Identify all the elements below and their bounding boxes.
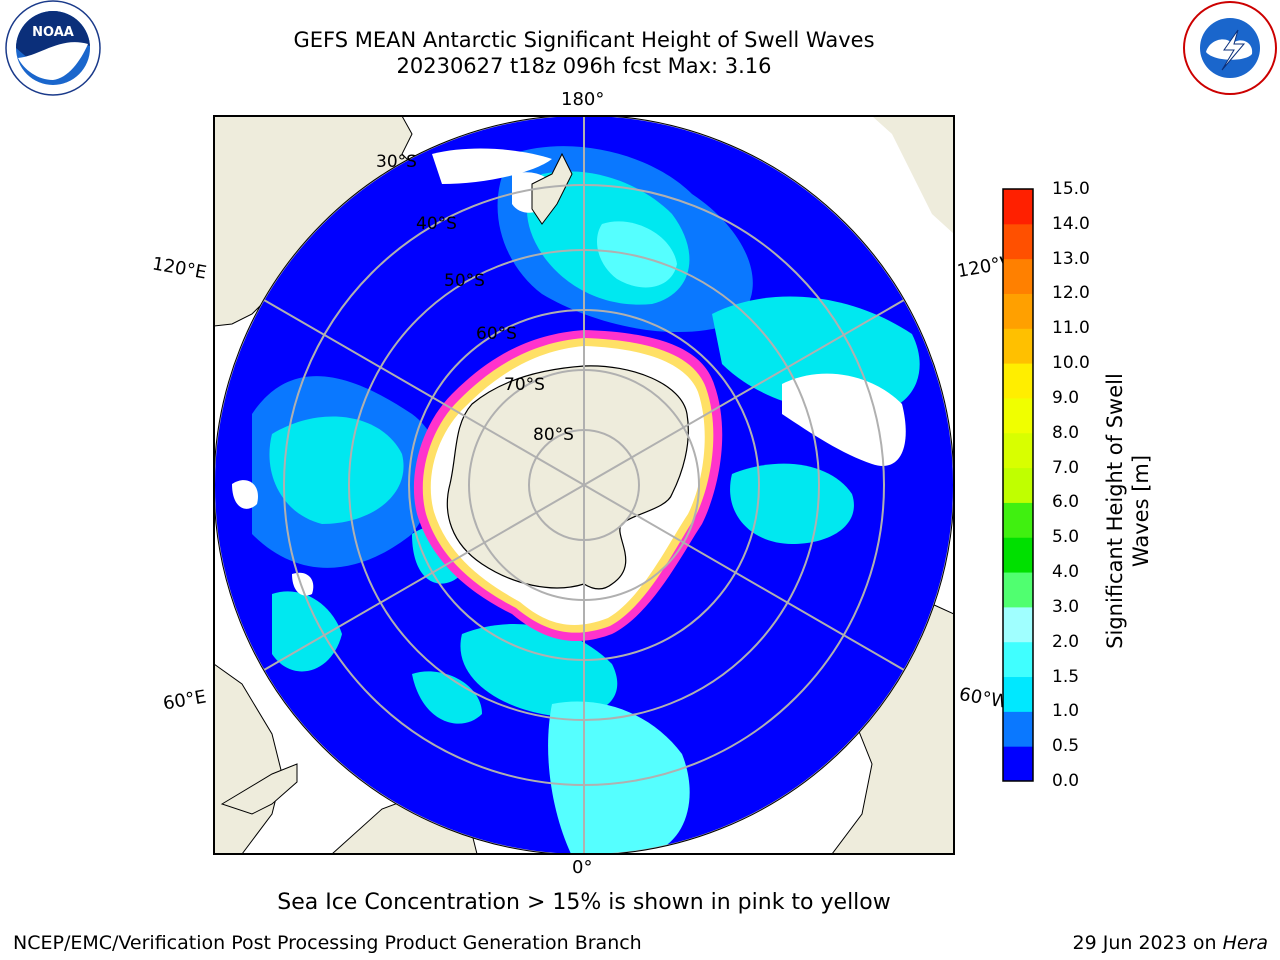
colorbar <box>1002 188 1034 782</box>
colorbar-tick-label: 8.0 <box>1052 422 1080 443</box>
lat-label-50s: 50°S <box>444 271 485 291</box>
footer-host: Hera <box>1222 932 1268 954</box>
colorbar-title: Significant Height of Swell Waves [m] <box>1103 373 1153 649</box>
colorbar-tick-label: 2.0 <box>1052 631 1080 652</box>
lat-label-30s: 30°S <box>376 152 417 172</box>
colorbar-tick-label: 13.0 <box>1052 248 1090 269</box>
colorbar-segment <box>1003 606 1033 643</box>
colorbar-tick-label: 0.0 <box>1052 771 1080 791</box>
colorbar-segment <box>1003 293 1033 329</box>
colorbar-tick-label: 4.0 <box>1052 562 1080 583</box>
colorbar-tick-label: 3.0 <box>1052 596 1080 617</box>
colorbar-segment <box>1003 432 1033 469</box>
colorbar-tick-label: 15.0 <box>1052 179 1090 199</box>
colorbar-segment <box>1003 641 1033 678</box>
colorbar-segment <box>1003 502 1033 538</box>
colorbar-segment <box>1003 363 1033 399</box>
lon-label-60e: 60°E <box>161 686 208 715</box>
footer-date: 29 Jun 2023 on Hera <box>1073 932 1269 954</box>
polar-map <box>213 115 955 855</box>
colorbar-tick-label: 1.5 <box>1052 666 1080 687</box>
lat-label-70s: 70°S <box>504 375 545 395</box>
lat-label-40s: 40°S <box>416 214 457 234</box>
colorbar-segment <box>1003 746 1033 782</box>
colorbar-segment <box>1003 223 1033 260</box>
colorbar-tick-label: 11.0 <box>1052 318 1090 339</box>
colorbar-segment <box>1003 397 1033 434</box>
colorbar-segment <box>1003 537 1033 573</box>
colorbar-segment <box>1003 676 1033 712</box>
colorbar-segment <box>1003 711 1033 747</box>
chart-subtitle-info: 20230627 t18z 096h fcst Max: 3.16 <box>396 54 772 78</box>
colorbar-segment <box>1003 572 1033 608</box>
lat-label-80s: 80°S <box>533 425 574 445</box>
footer-date-text: 29 Jun 2023 on <box>1072 932 1217 954</box>
sea-ice-note: Sea Ice Concentration > 15% is shown in … <box>277 890 891 915</box>
noaa-text: NOAA <box>32 25 74 40</box>
colorbar-tick-label: 7.0 <box>1052 457 1080 478</box>
colorbar-tick-label: 5.0 <box>1052 527 1080 548</box>
colorbar-tick-label: 0.5 <box>1052 736 1080 757</box>
noaa-logo: NOAA <box>5 0 101 96</box>
colorbar-tick-label: 1.0 <box>1052 701 1080 722</box>
lon-label-120e: 120°E <box>150 253 209 284</box>
colorbar-tick-label: 10.0 <box>1052 353 1090 374</box>
chart-title: GEFS MEAN Antarctic Significant Height o… <box>293 28 875 52</box>
lat-label-60s: 60°S <box>476 324 517 344</box>
nws-logo <box>1183 1 1277 95</box>
colorbar-segment <box>1003 328 1033 364</box>
graticule <box>214 116 954 854</box>
colorbar-tick-label: 12.0 <box>1052 283 1090 304</box>
antarctica <box>446 365 689 590</box>
colorbar-segment <box>1003 258 1033 294</box>
footer-branch: NCEP/EMC/Verification Post Processing Pr… <box>13 932 642 954</box>
colorbar-segment <box>1003 467 1033 503</box>
lon-label-0: 0° <box>572 857 593 878</box>
colorbar-tick-label: 6.0 <box>1052 492 1080 513</box>
colorbar-segment <box>1003 189 1033 225</box>
colorbar-tick-label: 14.0 <box>1052 213 1090 234</box>
map-frame <box>213 115 955 855</box>
lon-label-180: 180° <box>561 89 605 110</box>
colorbar-tick-label: 9.0 <box>1052 387 1080 408</box>
